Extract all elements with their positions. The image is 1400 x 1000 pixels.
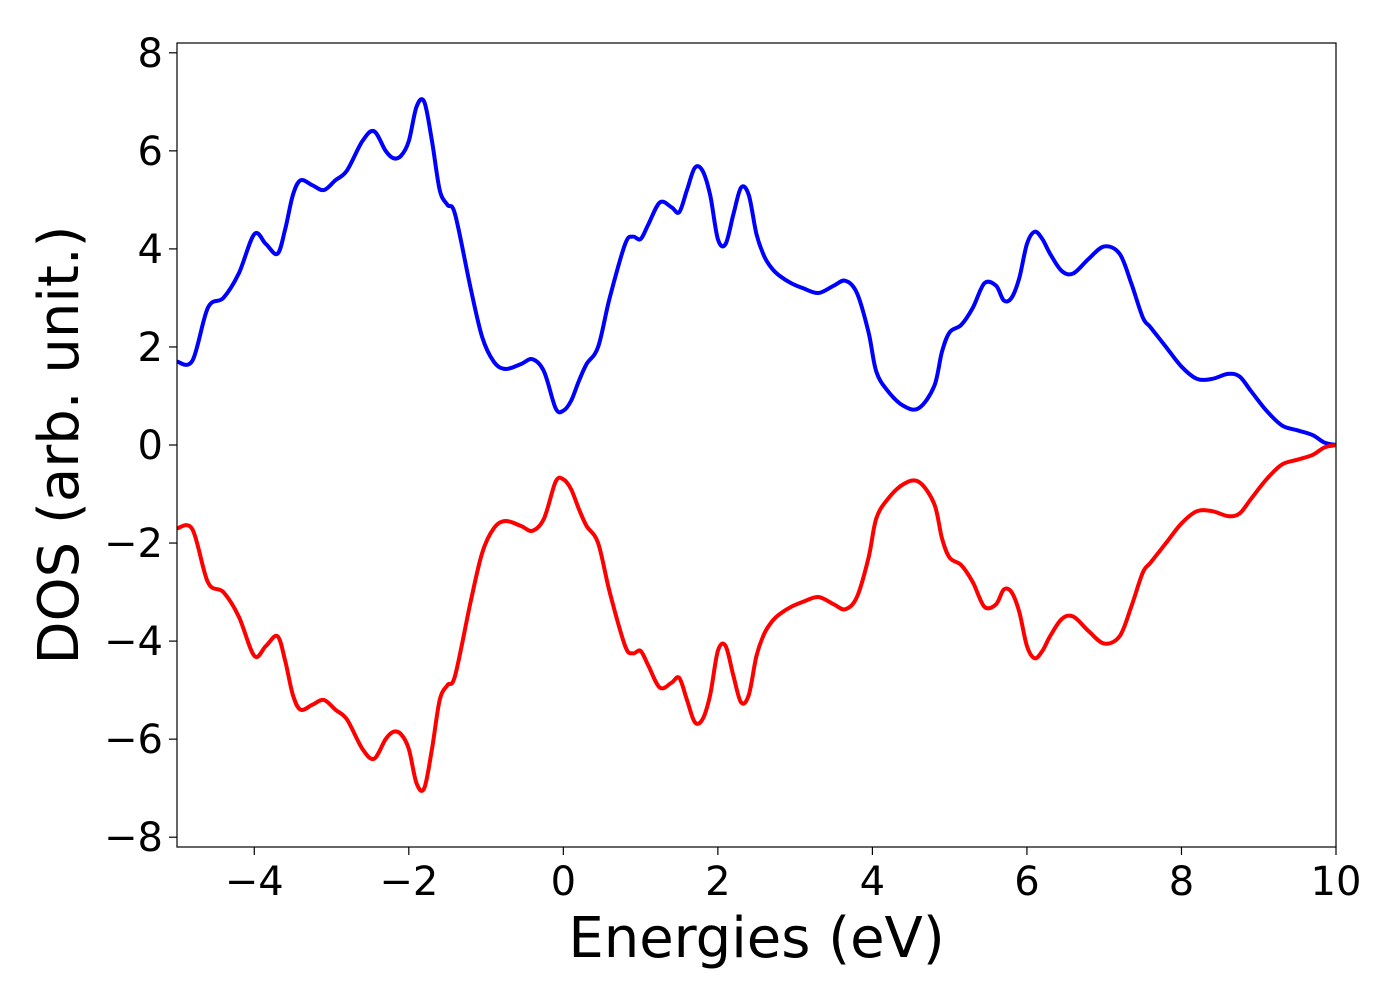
y-tick-label: 6 <box>138 129 163 175</box>
y-tick-label: −2 <box>104 521 163 567</box>
series-line-2 <box>177 443 1336 793</box>
y-tick-label: 4 <box>138 227 163 273</box>
y-tick-label: 2 <box>138 325 163 371</box>
y-axis: −8 −6 −4 −2 0 2 4 6 8 <box>104 31 177 861</box>
series-layer <box>177 97 1336 793</box>
x-tick-label: −2 <box>379 859 438 905</box>
y-tick-label: −4 <box>104 619 163 665</box>
y-tick-label: 8 <box>138 31 163 77</box>
x-tick-label: −4 <box>225 859 284 905</box>
x-tick-label: 4 <box>860 859 885 905</box>
x-tick-label: 2 <box>705 859 730 905</box>
y-tick-label: −8 <box>104 815 163 861</box>
x-tick-label: 10 <box>1311 859 1362 905</box>
x-tick-label: 6 <box>1014 859 1039 905</box>
series-line-1 <box>177 97 1336 447</box>
x-axis-label: Energies (eV) <box>568 906 944 971</box>
y-tick-label: 0 <box>138 423 163 469</box>
y-tick-label: −6 <box>104 717 163 763</box>
x-tick-label: 8 <box>1169 859 1194 905</box>
x-axis: −4 −2 0 2 4 6 8 10 <box>225 847 1362 905</box>
x-tick-label: 0 <box>551 859 576 905</box>
y-axis-label: DOS (arb. unit.) <box>27 225 92 664</box>
